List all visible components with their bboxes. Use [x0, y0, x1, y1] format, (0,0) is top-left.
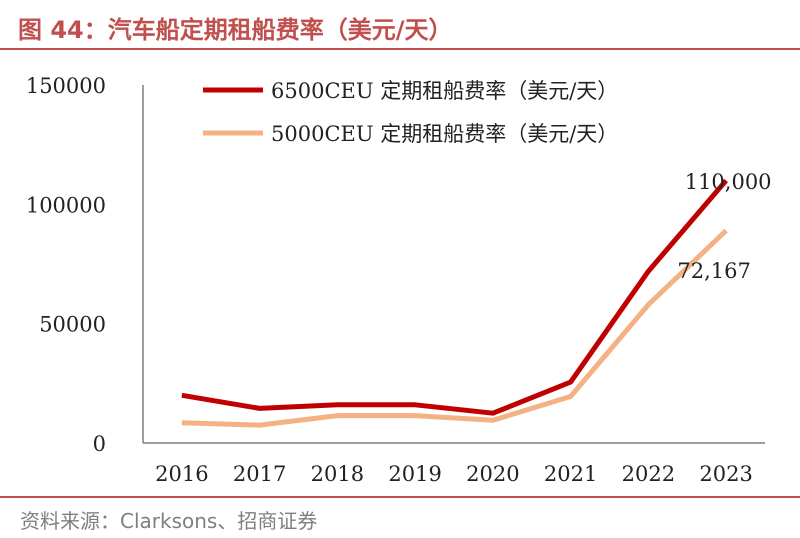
- x-tick-label: 2017: [233, 462, 286, 486]
- x-tick-label: 2018: [311, 462, 364, 486]
- source-note: 资料来源：Clarksons、招商证券: [20, 509, 318, 533]
- x-tick-label: 2023: [699, 462, 752, 486]
- x-tick-label: 2022: [622, 462, 675, 486]
- y-tick-label: 100000: [26, 193, 106, 217]
- x-tick-label: 2021: [544, 462, 597, 486]
- x-tick-label: 2016: [155, 462, 208, 486]
- x-tick-label: 2020: [466, 462, 519, 486]
- data-label-5000ceu-2023: 72,167: [677, 259, 750, 283]
- legend-label-5000ceu: 5000CEU 定期租船费率（美元/天）: [271, 122, 618, 146]
- figure-title: 图 44：汽车船定期租船费率（美元/天）: [18, 16, 453, 44]
- data-label-6500ceu-2023: 110,000: [685, 170, 772, 194]
- line-chart: 0 50000 100000 150000 2016 2017 2018 2019 2020 2…: [26, 74, 772, 486]
- x-tick-label: 2019: [388, 462, 441, 486]
- title-divider: [0, 48, 800, 50]
- y-tick-label: 150000: [26, 74, 106, 98]
- legend-label-6500ceu: 6500CEU 定期租船费率（美元/天）: [271, 79, 618, 103]
- y-tick-label: 50000: [39, 313, 106, 337]
- footer-divider: [0, 496, 800, 498]
- series-5000ceu-line: [181, 228, 728, 428]
- y-tick-label: 0: [93, 432, 106, 456]
- series-6500ceu-line: [181, 178, 728, 416]
